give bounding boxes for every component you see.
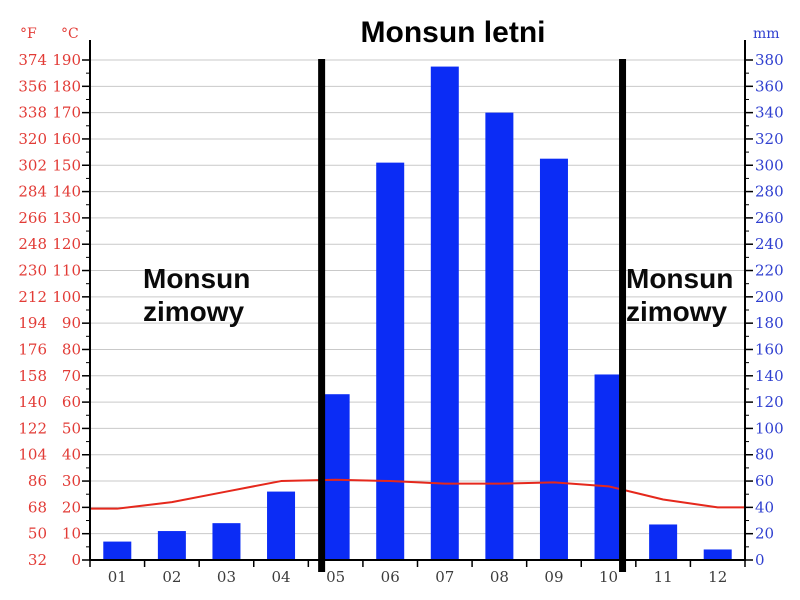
month-label-07: 07 — [435, 568, 454, 586]
f-tick-label-374: 374 — [18, 51, 47, 69]
f-tick-label-212: 212 — [18, 288, 47, 306]
bar-month-10 — [594, 374, 623, 560]
f-tick-label-140: 140 — [18, 393, 47, 411]
bar-month-09 — [539, 158, 568, 560]
f-tick-label-176: 176 — [18, 340, 47, 358]
mm-tick-label-40: 40 — [755, 498, 774, 516]
winter-monsoon-label-right: Monsun zimowy — [626, 262, 733, 328]
fahrenheit-axis-unit: °F — [20, 26, 37, 42]
c-tick-label-90: 90 — [62, 314, 81, 332]
c-tick-label-190: 190 — [52, 51, 81, 69]
winter-monsoon-label-left-line1: Monsun — [143, 263, 251, 294]
month-label-04: 04 — [271, 568, 290, 586]
f-tick-label-86: 86 — [28, 472, 47, 490]
c-tick-label-30: 30 — [62, 472, 81, 490]
c-tick-label-160: 160 — [52, 130, 81, 148]
month-label-11: 11 — [654, 568, 673, 586]
mm-tick-label-140: 140 — [755, 367, 784, 385]
bar-month-07 — [430, 66, 459, 560]
c-tick-label-170: 170 — [52, 104, 81, 122]
f-tick-label-104: 104 — [18, 446, 47, 464]
f-tick-label-320: 320 — [18, 130, 47, 148]
mm-tick-label-120: 120 — [755, 393, 784, 411]
mm-tick-label-280: 280 — [755, 183, 784, 201]
bar-month-04 — [267, 491, 296, 560]
f-tick-label-158: 158 — [18, 367, 47, 385]
mm-tick-label-260: 260 — [755, 209, 784, 227]
month-label-03: 03 — [217, 568, 236, 586]
mm-tick-label-20: 20 — [755, 525, 774, 543]
f-tick-label-302: 302 — [18, 156, 47, 174]
mm-tick-label-320: 320 — [755, 130, 784, 148]
temperature-line — [90, 478, 745, 510]
bar-month-02 — [157, 531, 186, 560]
c-tick-label-40: 40 — [62, 446, 81, 464]
f-tick-label-284: 284 — [18, 183, 47, 201]
mm-tick-label-160: 160 — [755, 340, 784, 358]
chart-title: Monsun letni — [360, 16, 546, 49]
month-label-06: 06 — [381, 568, 400, 586]
f-tick-label-248: 248 — [18, 235, 47, 253]
c-tick-label-140: 140 — [52, 183, 81, 201]
f-tick-label-32: 32 — [28, 551, 47, 569]
mm-tick-label-300: 300 — [755, 156, 784, 174]
mm-tick-label-240: 240 — [755, 235, 784, 253]
f-tick-label-50: 50 — [28, 525, 47, 543]
month-label-01: 01 — [108, 568, 127, 586]
c-tick-label-180: 180 — [52, 77, 81, 95]
f-tick-label-356: 356 — [18, 77, 47, 95]
bar-month-08 — [485, 112, 514, 560]
c-tick-label-70: 70 — [62, 367, 81, 385]
celsius-axis-unit: °C — [61, 26, 79, 42]
mm-tick-label-100: 100 — [755, 419, 784, 437]
mm-tick-label-380: 380 — [755, 51, 784, 69]
c-tick-label-150: 150 — [52, 156, 81, 174]
c-tick-label-130: 130 — [52, 209, 81, 227]
c-tick-label-110: 110 — [52, 262, 81, 280]
mm-tick-label-80: 80 — [755, 446, 774, 464]
bar-month-03 — [212, 523, 241, 560]
month-label-08: 08 — [490, 568, 509, 586]
month-label-05: 05 — [326, 568, 345, 586]
mm-tick-label-180: 180 — [755, 314, 784, 332]
mm-tick-label-60: 60 — [755, 472, 774, 490]
month-label-09: 09 — [544, 568, 563, 586]
mm-tick-label-360: 360 — [755, 77, 784, 95]
c-tick-label-80: 80 — [62, 340, 81, 358]
mm-tick-label-220: 220 — [755, 262, 784, 280]
c-tick-label-0: 0 — [71, 551, 81, 569]
f-tick-label-338: 338 — [18, 104, 47, 122]
f-tick-label-194: 194 — [18, 314, 47, 332]
millimeters-axis-unit: mm — [753, 26, 780, 42]
bar-month-05 — [321, 394, 350, 560]
bar-month-11 — [649, 524, 678, 560]
winter-monsoon-label-right-line1: Monsun — [626, 263, 734, 294]
c-tick-label-120: 120 — [52, 235, 81, 253]
winter-monsoon-label-left-line2: zimowy — [143, 296, 245, 327]
c-tick-label-100: 100 — [52, 288, 81, 306]
f-tick-label-122: 122 — [18, 419, 47, 437]
c-tick-label-20: 20 — [62, 498, 81, 516]
month-label-12: 12 — [708, 568, 727, 586]
c-tick-label-50: 50 — [62, 419, 81, 437]
mm-tick-label-0: 0 — [755, 551, 765, 569]
f-tick-label-230: 230 — [18, 262, 47, 280]
c-tick-label-10: 10 — [62, 525, 81, 543]
bar-month-01 — [103, 541, 132, 560]
f-tick-label-266: 266 — [18, 209, 47, 227]
mm-tick-label-200: 200 — [755, 288, 784, 306]
c-tick-label-60: 60 — [62, 393, 81, 411]
winter-monsoon-label-right-line2: zimowy — [626, 296, 728, 327]
mm-tick-label-340: 340 — [755, 104, 784, 122]
f-tick-label-68: 68 — [28, 498, 47, 516]
month-label-10: 10 — [599, 568, 618, 586]
month-label-02: 02 — [162, 568, 181, 586]
bar-month-12 — [703, 549, 732, 560]
bar-month-06 — [376, 162, 405, 560]
winter-monsoon-label-left: Monsun zimowy — [143, 262, 250, 328]
